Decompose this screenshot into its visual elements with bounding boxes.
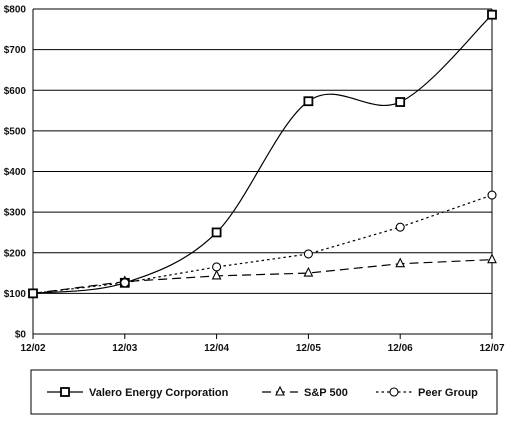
series-0-marker-3 bbox=[303, 96, 314, 107]
x-tick-label-0: 12/02 bbox=[20, 343, 45, 354]
series-1-marker-5 bbox=[487, 253, 497, 264]
series-line-0 bbox=[32, 14, 493, 294]
series-2-marker-3 bbox=[303, 249, 313, 259]
series-2-marker-5 bbox=[487, 190, 497, 200]
x-tick-label-1: 12/03 bbox=[112, 343, 137, 354]
legend-marker-0 bbox=[60, 387, 70, 397]
y-tick-label-2: $200 bbox=[4, 248, 27, 259]
y-tick-label-4: $400 bbox=[4, 167, 27, 178]
legend-marker-1 bbox=[275, 385, 285, 396]
legend-label-0: Valero Energy Corporation bbox=[89, 387, 229, 399]
series-0-marker-2 bbox=[211, 227, 222, 238]
x-tick-label-3: 12/05 bbox=[296, 343, 321, 354]
grid bbox=[32, 8, 493, 335]
series-2-marker-2 bbox=[212, 262, 222, 272]
series-1-marker-2 bbox=[211, 269, 222, 280]
legend-label-1: S&P 500 bbox=[304, 387, 348, 399]
legend-marker-2 bbox=[389, 387, 399, 397]
y-tick-label-6: $600 bbox=[4, 86, 27, 97]
series-markers bbox=[28, 9, 497, 299]
y-tick-label-0: $0 bbox=[15, 330, 27, 341]
y-axis-ticks: $0 $100 $200 $300 $400 $500 $600 $700 $800 bbox=[4, 5, 27, 341]
series-line-1 bbox=[32, 259, 493, 294]
y-tick-label-1: $100 bbox=[4, 289, 27, 300]
series-1-marker-3 bbox=[303, 266, 314, 277]
series-0-marker-0 bbox=[28, 288, 38, 299]
x-tick-label-5: 12/07 bbox=[479, 343, 504, 354]
series-2-marker-4 bbox=[395, 222, 405, 232]
series-1-marker-4 bbox=[395, 257, 406, 268]
x-tick-label-2: 12/04 bbox=[204, 343, 229, 354]
series-line-2 bbox=[32, 194, 493, 294]
series-2-marker-1 bbox=[120, 278, 130, 288]
y-tick-label-5: $500 bbox=[4, 126, 27, 137]
x-tick-label-4: 12/06 bbox=[388, 343, 413, 354]
y-tick-label-8: $800 bbox=[4, 5, 27, 16]
legend-label-2: Peer Group bbox=[418, 387, 478, 399]
series-0-marker-5 bbox=[487, 9, 497, 20]
x-axis-ticks: 12/02 12/03 12/04 12/05 12/06 12/07 bbox=[20, 334, 505, 354]
y-tick-label-3: $300 bbox=[4, 208, 27, 219]
y-tick-label-7: $700 bbox=[4, 45, 27, 56]
series-lines bbox=[32, 14, 493, 294]
legend: Valero Energy Corporation S&P 500 Peer Gro… bbox=[30, 369, 498, 415]
series-0-marker-4 bbox=[395, 97, 406, 107]
